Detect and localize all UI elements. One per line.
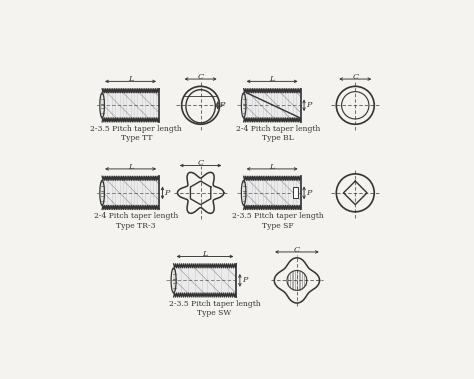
- Text: 2-3.5 Pitch taper length
Type SF: 2-3.5 Pitch taper length Type SF: [232, 212, 324, 230]
- Text: C: C: [294, 246, 300, 254]
- Text: 2-3.5 Pitch taper length
Type SW: 2-3.5 Pitch taper length Type SW: [169, 300, 260, 317]
- Text: L: L: [128, 163, 133, 171]
- Bar: [244, 91, 301, 120]
- Text: 2-4 Pitch taper length
Type BL: 2-4 Pitch taper length Type BL: [236, 125, 320, 142]
- Text: 2-4 Pitch taper length
Type TR-3: 2-4 Pitch taper length Type TR-3: [94, 212, 178, 230]
- Text: P: P: [306, 101, 311, 109]
- Text: P: P: [164, 189, 170, 197]
- Bar: [244, 178, 301, 207]
- Text: L: L: [269, 75, 275, 83]
- Text: 2-3.5 Pitch taper length
Type TT: 2-3.5 Pitch taper length Type TT: [91, 125, 182, 142]
- Text: C: C: [352, 73, 358, 81]
- Text: L: L: [128, 75, 133, 83]
- Text: P: P: [306, 189, 311, 197]
- Bar: [173, 266, 237, 295]
- Bar: [293, 187, 298, 198]
- Text: L: L: [202, 250, 208, 258]
- Text: P: P: [219, 101, 225, 109]
- Text: L: L: [269, 163, 275, 171]
- Text: C: C: [198, 159, 204, 167]
- Bar: [102, 91, 159, 120]
- Text: P: P: [242, 276, 247, 284]
- Bar: [102, 178, 159, 207]
- Text: C: C: [198, 73, 204, 81]
